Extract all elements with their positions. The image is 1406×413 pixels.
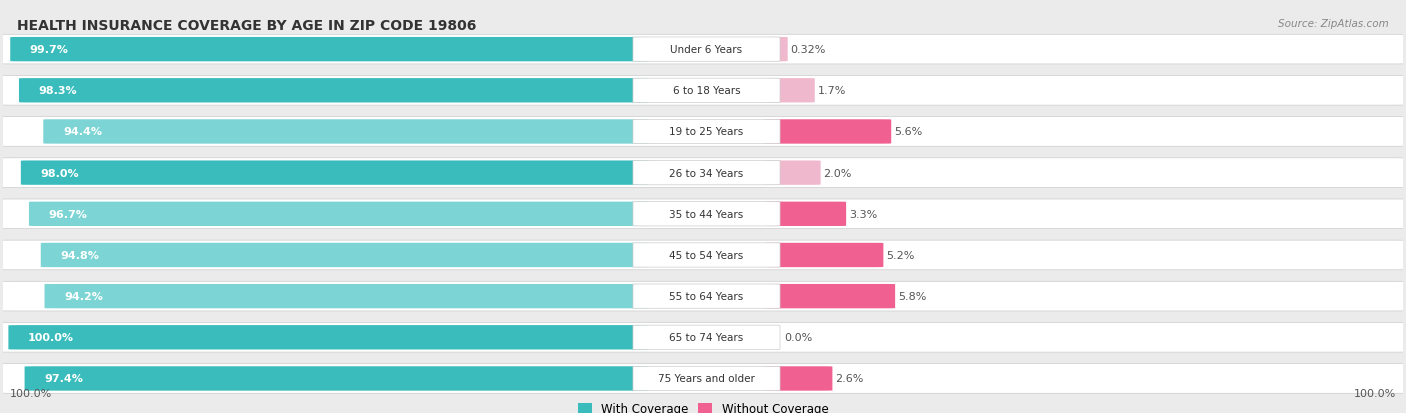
FancyBboxPatch shape bbox=[24, 366, 648, 391]
Text: 75 Years and older: 75 Years and older bbox=[658, 374, 755, 384]
Text: 2.6%: 2.6% bbox=[835, 374, 863, 384]
FancyBboxPatch shape bbox=[765, 120, 891, 144]
FancyBboxPatch shape bbox=[0, 199, 1406, 229]
Text: 0.0%: 0.0% bbox=[785, 332, 813, 342]
Text: 2.0%: 2.0% bbox=[824, 168, 852, 178]
Text: 55 to 64 Years: 55 to 64 Years bbox=[669, 292, 744, 301]
Text: 5.2%: 5.2% bbox=[886, 250, 914, 260]
Legend: With Coverage, Without Coverage: With Coverage, Without Coverage bbox=[578, 402, 828, 413]
FancyBboxPatch shape bbox=[0, 76, 1406, 106]
FancyBboxPatch shape bbox=[765, 284, 896, 309]
Text: 35 to 44 Years: 35 to 44 Years bbox=[669, 209, 744, 219]
Text: 98.3%: 98.3% bbox=[38, 86, 77, 96]
FancyBboxPatch shape bbox=[0, 117, 1406, 147]
FancyBboxPatch shape bbox=[633, 120, 780, 144]
FancyBboxPatch shape bbox=[633, 366, 780, 391]
Text: 98.0%: 98.0% bbox=[41, 168, 79, 178]
FancyBboxPatch shape bbox=[44, 120, 648, 144]
Text: 6 to 18 Years: 6 to 18 Years bbox=[672, 86, 741, 96]
Text: HEALTH INSURANCE COVERAGE BY AGE IN ZIP CODE 19806: HEALTH INSURANCE COVERAGE BY AGE IN ZIP … bbox=[17, 19, 477, 33]
FancyBboxPatch shape bbox=[765, 161, 821, 185]
FancyBboxPatch shape bbox=[41, 243, 648, 268]
Text: 94.4%: 94.4% bbox=[63, 127, 101, 137]
Text: 100.0%: 100.0% bbox=[28, 332, 75, 342]
Text: 100.0%: 100.0% bbox=[10, 388, 52, 398]
FancyBboxPatch shape bbox=[0, 35, 1406, 65]
Text: 19 to 25 Years: 19 to 25 Years bbox=[669, 127, 744, 137]
FancyBboxPatch shape bbox=[21, 161, 648, 185]
FancyBboxPatch shape bbox=[633, 243, 780, 268]
FancyBboxPatch shape bbox=[0, 364, 1406, 393]
FancyBboxPatch shape bbox=[765, 38, 787, 62]
FancyBboxPatch shape bbox=[18, 79, 648, 103]
Text: 45 to 54 Years: 45 to 54 Years bbox=[669, 250, 744, 260]
Text: 1.7%: 1.7% bbox=[817, 86, 846, 96]
Text: Source: ZipAtlas.com: Source: ZipAtlas.com bbox=[1278, 19, 1389, 28]
Text: 99.7%: 99.7% bbox=[30, 45, 69, 55]
FancyBboxPatch shape bbox=[765, 243, 883, 268]
Text: Under 6 Years: Under 6 Years bbox=[671, 45, 742, 55]
FancyBboxPatch shape bbox=[633, 325, 780, 349]
Text: 94.8%: 94.8% bbox=[60, 250, 100, 260]
FancyBboxPatch shape bbox=[633, 79, 780, 103]
FancyBboxPatch shape bbox=[765, 79, 814, 103]
Text: 94.2%: 94.2% bbox=[65, 292, 103, 301]
FancyBboxPatch shape bbox=[0, 282, 1406, 311]
Text: 26 to 34 Years: 26 to 34 Years bbox=[669, 168, 744, 178]
Text: 65 to 74 Years: 65 to 74 Years bbox=[669, 332, 744, 342]
Text: 96.7%: 96.7% bbox=[49, 209, 87, 219]
FancyBboxPatch shape bbox=[633, 38, 780, 62]
FancyBboxPatch shape bbox=[765, 202, 846, 226]
Text: 97.4%: 97.4% bbox=[44, 374, 83, 384]
FancyBboxPatch shape bbox=[30, 202, 648, 226]
Text: 5.8%: 5.8% bbox=[898, 292, 927, 301]
FancyBboxPatch shape bbox=[45, 284, 648, 309]
FancyBboxPatch shape bbox=[633, 202, 780, 226]
FancyBboxPatch shape bbox=[633, 284, 780, 309]
FancyBboxPatch shape bbox=[10, 38, 648, 62]
Text: 0.32%: 0.32% bbox=[790, 45, 825, 55]
FancyBboxPatch shape bbox=[765, 366, 832, 391]
Text: 3.3%: 3.3% bbox=[849, 209, 877, 219]
FancyBboxPatch shape bbox=[8, 325, 648, 350]
FancyBboxPatch shape bbox=[0, 159, 1406, 188]
Text: 100.0%: 100.0% bbox=[1354, 388, 1396, 398]
Text: 5.6%: 5.6% bbox=[894, 127, 922, 137]
FancyBboxPatch shape bbox=[0, 323, 1406, 352]
FancyBboxPatch shape bbox=[633, 161, 780, 185]
FancyBboxPatch shape bbox=[0, 240, 1406, 270]
